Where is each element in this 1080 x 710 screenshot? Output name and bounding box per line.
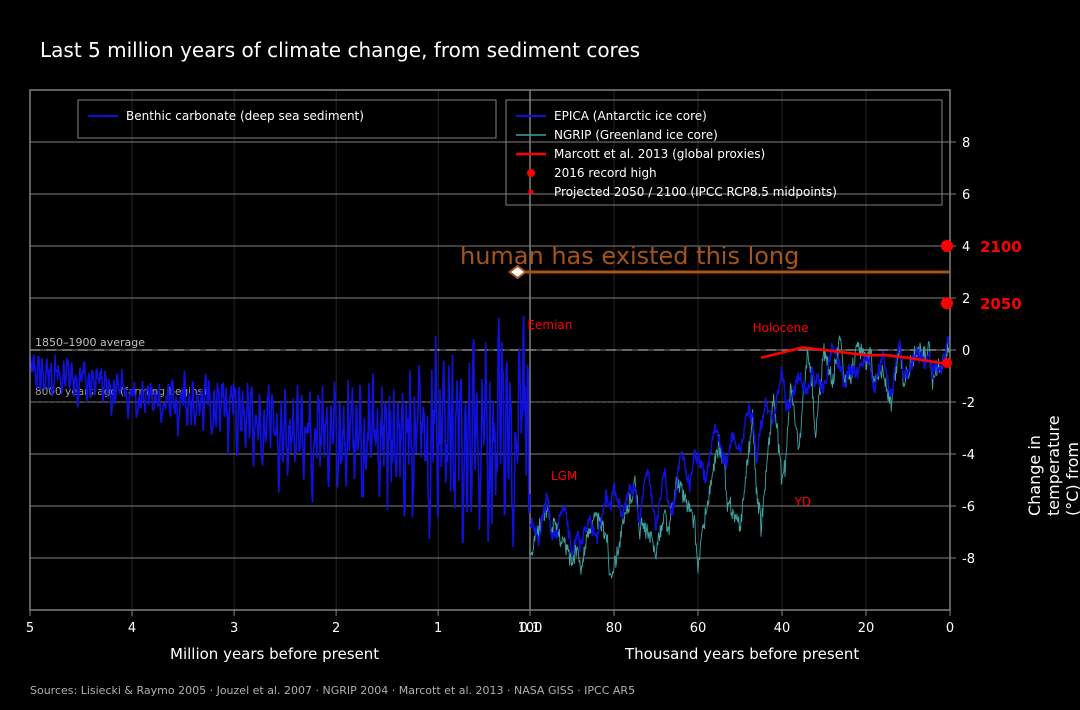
future-point <box>941 240 953 252</box>
annotation: Eemian <box>527 318 572 332</box>
y-tick: 2 <box>962 292 970 307</box>
future-point-label: 2100 <box>980 238 1022 256</box>
future-point <box>941 297 953 309</box>
y-tick: 6 <box>962 188 970 203</box>
y-tick: 4 <box>962 240 970 255</box>
x-tick-right: 20 <box>858 621 875 636</box>
y-tick: 8 <box>962 136 970 151</box>
x-tick-left: 5 <box>26 621 34 636</box>
x-axis-right-label: Thousand years before present <box>625 645 859 663</box>
x-tick-right: 80 <box>606 621 623 636</box>
ref-line-label: 1850–1900 average <box>35 336 145 349</box>
chart-title: Last 5 million years of climate change, … <box>40 38 640 62</box>
x-tick-left: 2 <box>332 621 340 636</box>
y-tick: -2 <box>962 396 975 411</box>
y-tick: -6 <box>962 500 975 515</box>
x-tick-right: 100 <box>518 621 543 636</box>
x-tick-left: 1 <box>434 621 442 636</box>
x-tick-left: 3 <box>230 621 238 636</box>
footer-text: Sources: Lisiecki & Raymo 2005 · Jouzel … <box>30 684 635 697</box>
x-tick-right: 0 <box>946 621 954 636</box>
human-span-label: human has existed this long <box>460 242 799 270</box>
legend-label: NGRIP (Greenland ice core) <box>554 128 718 142</box>
y-tick: 0 <box>962 344 970 359</box>
annotation: LGM <box>551 469 577 483</box>
x-tick-right: 60 <box>690 621 707 636</box>
y-tick: -4 <box>962 448 975 463</box>
x-axis-left-label: Million years before present <box>170 645 379 663</box>
y-axis-label: Change in temperature (°C) from present <box>1025 416 1080 517</box>
annotation: YD <box>794 495 812 509</box>
legend-label: Projected 2050 / 2100 (IPCC RCP8.5 midpo… <box>554 185 837 199</box>
y-tick: -8 <box>962 552 975 567</box>
legend-swatch <box>527 169 535 177</box>
legend-label: Benthic carbonate (deep sea sediment) <box>126 109 364 123</box>
x-tick-left: 4 <box>128 621 136 636</box>
climate-chart: 543210.110080604020086420-2-4-6-81850–19… <box>0 0 1080 710</box>
legend-label: EPICA (Antarctic ice core) <box>554 109 707 123</box>
annotation: Holocene <box>753 321 809 335</box>
record-2016-point <box>942 358 952 368</box>
future-point-label: 2050 <box>980 295 1022 313</box>
legend-label: Marcott et al. 2013 (global proxies) <box>554 147 765 161</box>
legend-label: 2016 record high <box>554 166 657 180</box>
x-tick-right: 40 <box>774 621 791 636</box>
legend-swatch <box>529 190 534 195</box>
